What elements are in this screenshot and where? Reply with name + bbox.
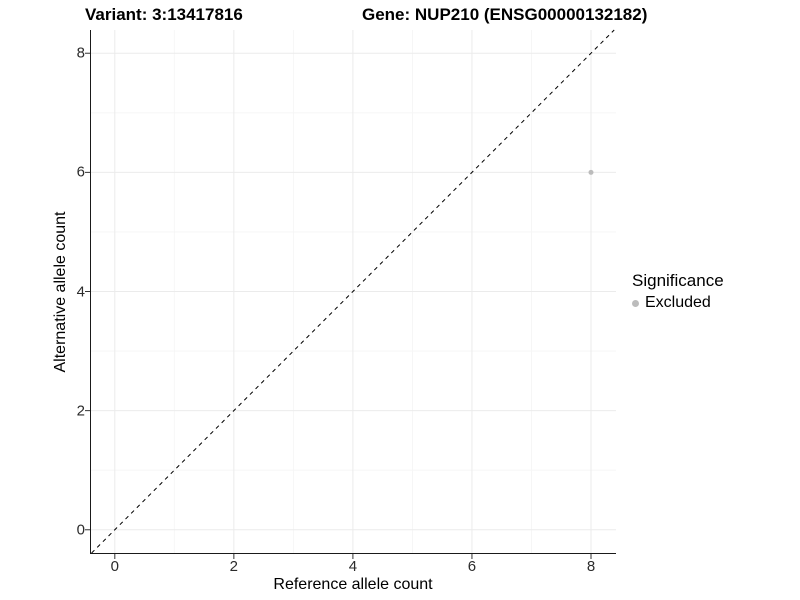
y-tick-label: 8 (76, 44, 85, 62)
x-tick-label: 6 (467, 558, 477, 575)
legend-point-icon (632, 299, 639, 307)
legend-item-excluded: Excluded (632, 294, 724, 312)
y-tick-label: 2 (76, 402, 85, 420)
identity-line (91, 29, 615, 554)
y-tick-label: 4 (76, 283, 85, 300)
x-tick-label: 4 (348, 558, 358, 575)
plot-panel (85, 29, 616, 559)
variant-title: Variant: 3:13417816 (85, 5, 243, 24)
gene-title: Gene: NUP210 (ENSG00000132182) (362, 5, 648, 24)
x-axis-title: Reference allele count (273, 576, 433, 593)
plot-canvas (85, 29, 616, 559)
data-point (588, 169, 594, 175)
legend-item-label: Excluded (645, 294, 711, 311)
x-tick-label: 8 (586, 558, 596, 575)
y-axis-title: Alternative allele count (52, 211, 69, 373)
x-tick-label: 0 (110, 558, 119, 575)
legend-title: Significance (632, 271, 724, 290)
y-tick-label: 0 (76, 521, 85, 539)
y-tick-label: 6 (76, 163, 85, 181)
legend: Significance Excluded (632, 271, 724, 312)
x-tick-label: 2 (229, 558, 239, 575)
